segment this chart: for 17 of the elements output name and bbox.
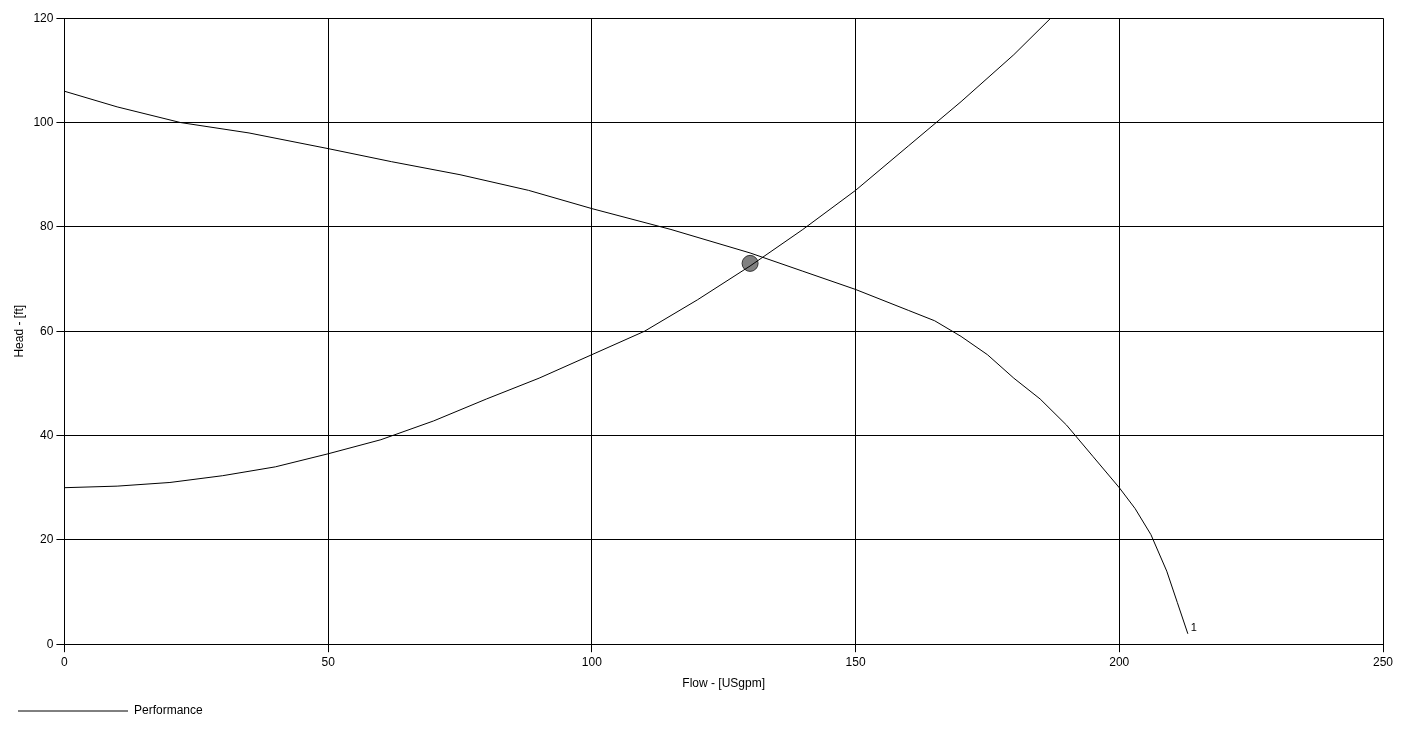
y-tick-label: 60 [40, 323, 54, 338]
x-tick-label: 100 [581, 654, 603, 669]
y-tick-label: 80 [40, 219, 54, 234]
y-tick-label: 100 [33, 114, 54, 129]
x-tick-label: 250 [1372, 654, 1394, 669]
y-tick-label: 0 [46, 636, 54, 651]
text: Performance [134, 703, 204, 718]
annotation: 1 [1190, 621, 1197, 634]
x-tick-label: 200 [1109, 654, 1130, 669]
y-tick-label: 20 [40, 532, 54, 547]
x-tick-label: 50 [321, 654, 336, 669]
x-tick-label: 150 [845, 654, 866, 669]
x-axis-title: Flow - [USgpm] [682, 676, 766, 691]
y-tick-label: 120 [33, 10, 54, 25]
x-tick-label: 0 [61, 654, 69, 669]
y-axis-title: Head - [ft] [11, 304, 26, 358]
y-tick-label: 40 [40, 427, 54, 442]
